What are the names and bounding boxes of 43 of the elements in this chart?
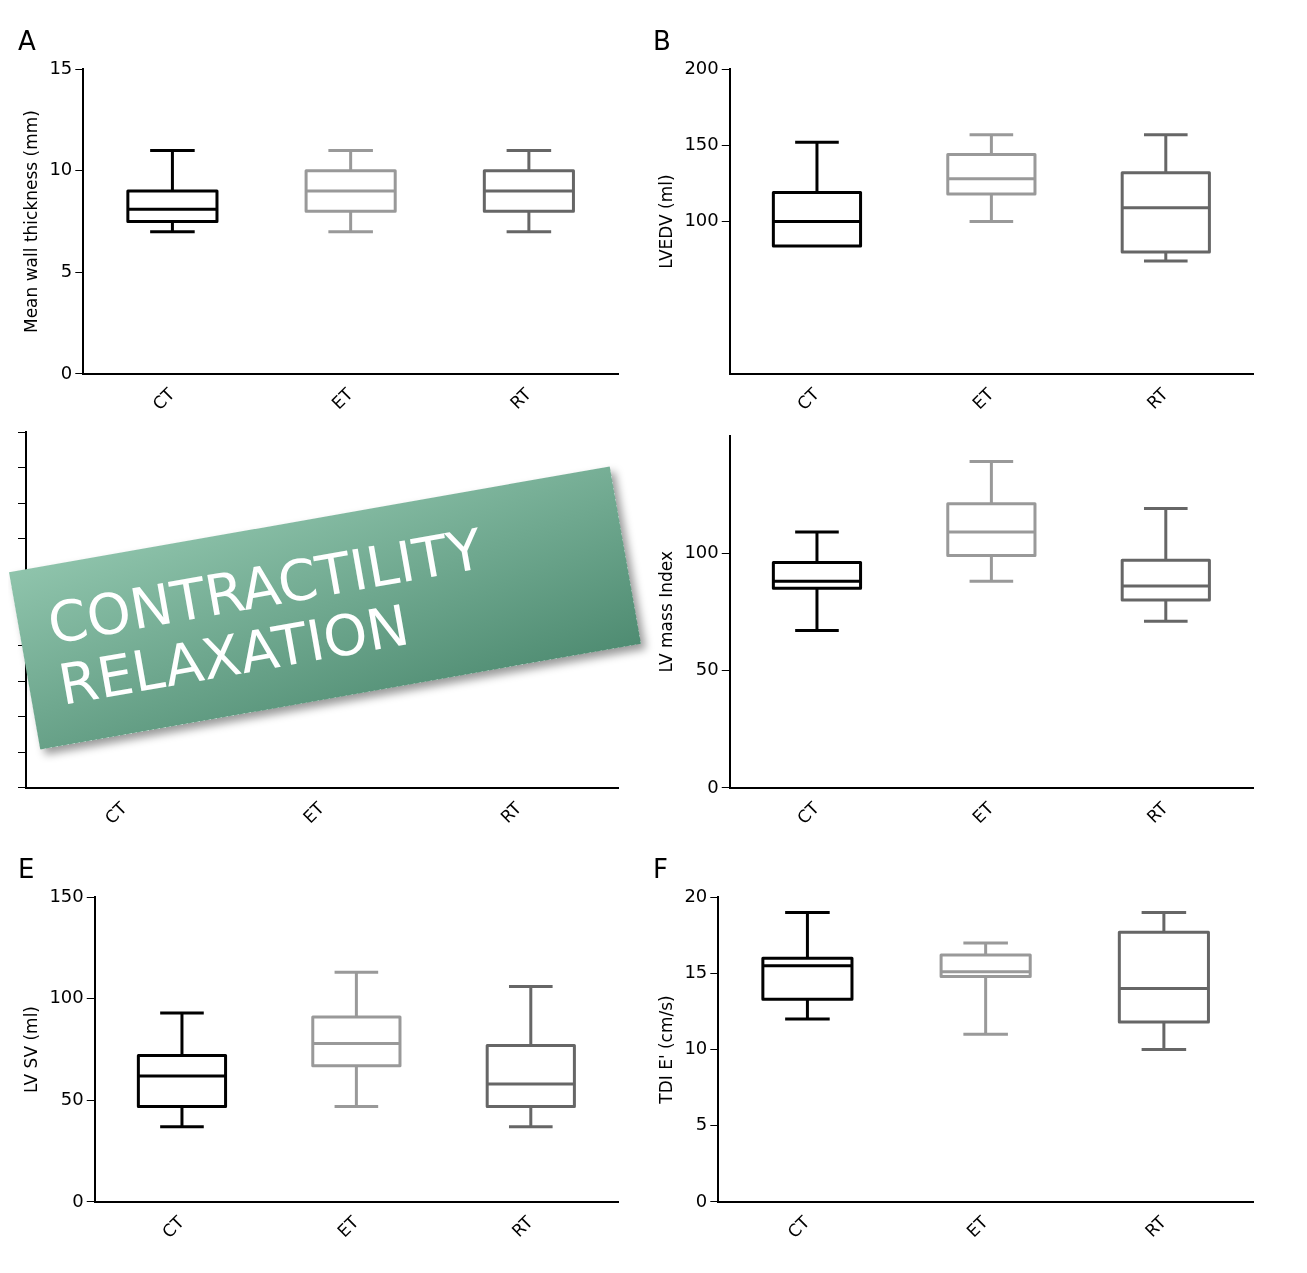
y-axis-title: LVEDV (ml) — [655, 174, 676, 269]
y-tick-label: 5 — [60, 259, 73, 281]
y-tick-label: 150 — [684, 133, 719, 155]
x-tick-label: ET — [968, 797, 998, 827]
y-tick-label: 0 — [707, 775, 719, 797]
y-tick-label: 100 — [684, 540, 719, 562]
y-tick-label: 10 — [49, 158, 73, 180]
y-tick-label: 5 — [695, 1113, 708, 1135]
x-tick-label: CT — [783, 1211, 814, 1242]
chart-title: B — [653, 26, 671, 57]
x-tick-label: RT — [1142, 383, 1173, 413]
x-tick-label: CT — [793, 383, 824, 414]
y-tick-label: 0 — [695, 1189, 708, 1211]
y-axis-title: Mean wall thickness (mm) — [20, 110, 41, 334]
y-tick-label: 50 — [60, 1087, 84, 1109]
y-tick-label: 100 — [684, 209, 719, 231]
chart-title: E — [18, 854, 35, 885]
x-tick-label: RT — [1142, 797, 1173, 827]
y-tick-label: 15 — [49, 56, 73, 78]
x-tick-label: ET — [333, 1211, 363, 1241]
y-tick-label: 0 — [60, 361, 73, 383]
x-tick-label: ET — [327, 383, 358, 413]
chart-title: F — [653, 854, 668, 885]
y-tick-label: 200 — [684, 56, 719, 78]
x-tick-label: CT — [148, 383, 179, 414]
y-tick-label: 150 — [49, 884, 84, 906]
x-tick-label: ET — [968, 383, 998, 413]
y-axis-title: LV mass Index — [655, 551, 676, 673]
y-tick-label: 20 — [684, 884, 708, 906]
x-tick-label: RT — [507, 1211, 538, 1241]
y-axis-title: TDI E' (cm/s) — [655, 995, 676, 1105]
x-tick-label: ET — [962, 1211, 993, 1241]
y-tick-label: 0 — [72, 1189, 84, 1211]
x-tick-label: CT — [158, 1211, 189, 1242]
y-tick-label: 15 — [684, 961, 708, 983]
y-tick-label: 10 — [684, 1037, 708, 1059]
x-tick-label: RT — [505, 383, 536, 413]
chart-title: A — [18, 26, 36, 57]
y-axis-title: LV SV (ml) — [20, 1006, 41, 1094]
y-tick-label: 100 — [49, 986, 84, 1008]
x-tick-label: CT — [793, 797, 824, 828]
x-tick-label: RT — [1140, 1211, 1171, 1241]
y-tick-label: 50 — [695, 658, 719, 680]
